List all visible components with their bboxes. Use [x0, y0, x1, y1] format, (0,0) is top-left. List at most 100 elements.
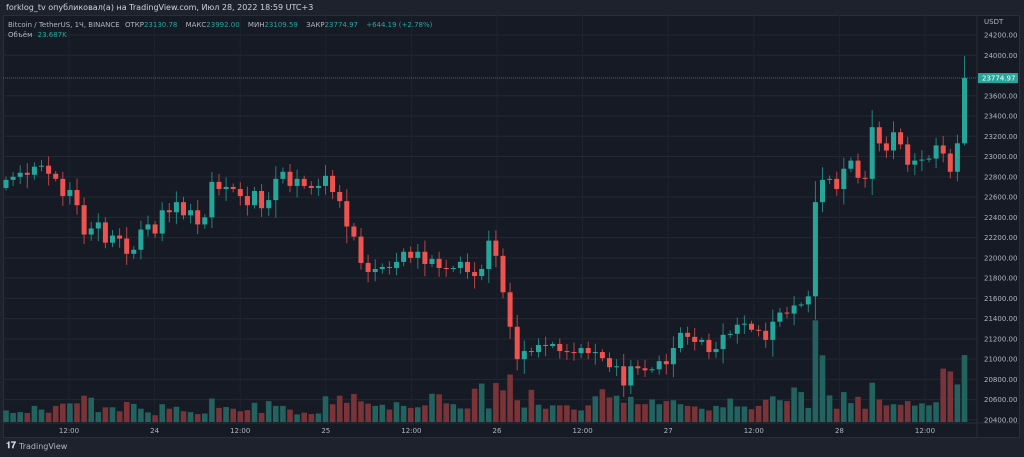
candle-body	[372, 269, 378, 273]
publisher-line: forklog_tv опубликовал(а) на TradingView…	[6, 3, 314, 12]
volume-bar	[699, 408, 705, 422]
price-tick: 22800.00	[984, 173, 1017, 181]
open-value: 23130.78	[143, 21, 178, 29]
candle-body	[81, 205, 87, 235]
candle-body	[500, 255, 506, 293]
volume-bar	[592, 396, 599, 422]
candle-body	[308, 185, 314, 188]
volume-bar	[60, 403, 66, 422]
volume-bar	[173, 406, 180, 422]
low-label: МИН	[247, 21, 265, 29]
volume-bar	[31, 405, 38, 422]
volume-bar	[95, 412, 102, 422]
price-tick: 20400.00	[984, 416, 1017, 424]
volume-bar	[187, 412, 194, 422]
candle-body	[926, 158, 932, 160]
volume-bar	[436, 394, 442, 422]
volume-bar	[486, 408, 492, 422]
candle-body	[827, 178, 833, 180]
volume-bar	[180, 411, 187, 422]
candle-body	[486, 240, 492, 270]
candle-body	[110, 235, 115, 243]
candle-body	[46, 165, 52, 174]
candle-body	[734, 324, 740, 334]
volume-label[interactable]: Объём	[8, 31, 33, 39]
volume-bar	[919, 403, 925, 422]
candle-body	[294, 178, 300, 186]
candle-body	[791, 305, 797, 314]
volume-bar	[677, 404, 684, 422]
volume-bar	[521, 407, 528, 422]
candle-body	[663, 361, 669, 365]
volume-bar	[606, 397, 613, 422]
volume-bar	[528, 389, 535, 422]
volume-bar	[209, 398, 215, 422]
volume-bar	[876, 399, 883, 422]
candle-body	[883, 143, 889, 151]
candle-body	[571, 352, 577, 354]
chart-legend: Bitcoin / TetherUS, 1Ч, BINANCE ОТКР2313…	[8, 20, 435, 40]
candle-body	[301, 178, 307, 186]
candle-body	[898, 132, 904, 145]
volume-bar	[329, 404, 336, 422]
volume-bar	[748, 409, 755, 422]
volume-bar	[322, 396, 329, 422]
candle-body	[244, 196, 250, 206]
price-tick: 20800.00	[984, 376, 1017, 384]
volume-bar	[947, 371, 954, 422]
volume-bar	[848, 403, 854, 422]
volume-bar	[635, 404, 641, 422]
volume-bar	[926, 405, 932, 422]
candle-body	[365, 262, 371, 273]
symbol-description[interactable]: Bitcoin / TetherUS, 1Ч, BINANCE	[8, 21, 120, 29]
chart-panel[interactable]	[3, 15, 1020, 438]
time-tick: 12:00	[915, 427, 935, 435]
candle-body	[749, 323, 754, 330]
volume-bar	[542, 408, 549, 422]
volume-bar	[379, 404, 386, 422]
candle-body	[798, 304, 804, 306]
volume-bar	[613, 395, 620, 422]
time-tick: 12:00	[59, 427, 79, 435]
close-value: 23774.97	[324, 21, 358, 29]
candle-body	[962, 78, 967, 144]
price-axis-currency: USDT	[984, 18, 1004, 26]
candle-body	[3, 179, 9, 188]
volume-bar	[308, 414, 315, 422]
price-tick: 22600.00	[984, 194, 1017, 202]
candle-body	[422, 251, 428, 264]
candle-body	[507, 292, 513, 327]
candle-body	[429, 258, 435, 264]
candle-body	[450, 267, 456, 270]
candle-body	[323, 175, 328, 186]
candle-body	[337, 192, 343, 202]
time-tick: 27	[664, 427, 673, 435]
candle-body	[88, 228, 94, 235]
volume-bar	[81, 395, 87, 422]
volume-bar	[684, 405, 691, 422]
brand-name[interactable]: TradingView	[19, 441, 68, 451]
candle-body	[259, 191, 265, 209]
low-value: 23109.59	[264, 21, 298, 29]
volume-bar	[315, 413, 322, 422]
volume-bar	[67, 403, 73, 422]
candle-body	[95, 222, 101, 229]
candle-body	[31, 166, 37, 175]
volume-bar	[415, 407, 421, 422]
volume-bar	[166, 408, 173, 422]
candle-body	[528, 351, 534, 353]
candle-body	[351, 226, 357, 237]
candle-body	[457, 261, 463, 268]
candle-body	[670, 348, 676, 365]
candle-body	[812, 202, 818, 297]
candle-body	[720, 334, 726, 350]
volume-bar	[812, 320, 819, 422]
volume-bar	[933, 402, 939, 422]
candle-body	[954, 143, 960, 172]
volume-bar	[727, 398, 733, 422]
candle-body	[876, 127, 882, 144]
volume-bar	[493, 383, 499, 422]
volume-bar	[713, 405, 719, 422]
volume-bar	[471, 388, 478, 422]
